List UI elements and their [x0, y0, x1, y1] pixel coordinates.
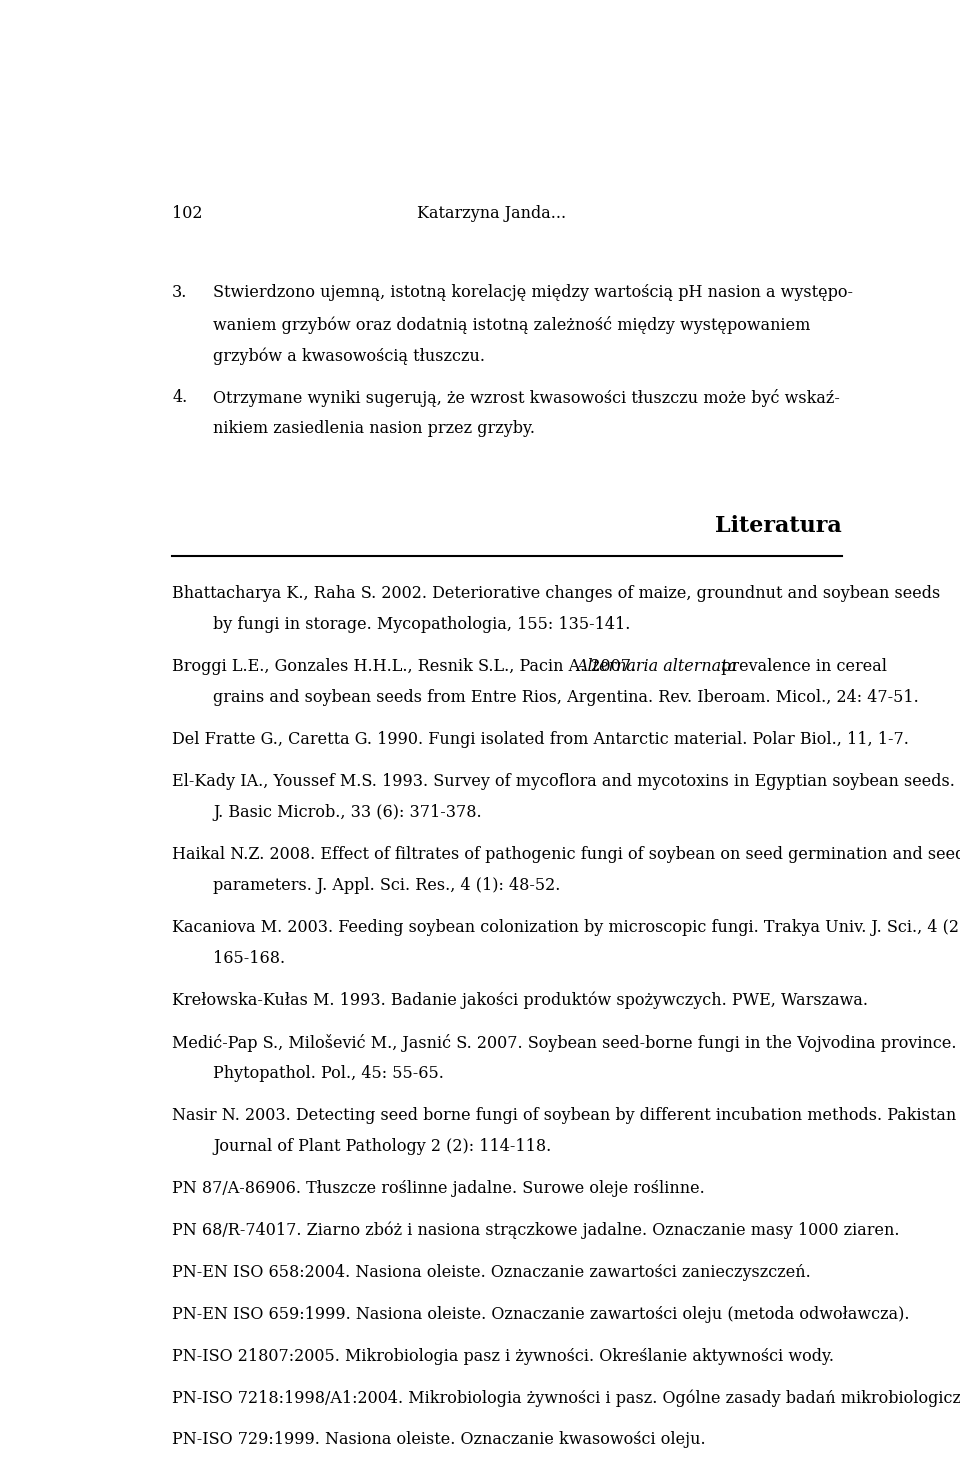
- Text: Bhattacharya K., Raha S. 2002. Deteriorative changes of maize, groundnut and soy: Bhattacharya K., Raha S. 2002. Deteriora…: [172, 585, 941, 603]
- Text: 165-168.: 165-168.: [213, 950, 285, 967]
- Text: waniem grzybów oraz dodatnią istotną zależność między występowaniem: waniem grzybów oraz dodatnią istotną zal…: [213, 316, 810, 334]
- Text: Krełowska-Kułas M. 1993. Badanie jakości produktów spożywczych. PWE, Warszawa.: Krełowska-Kułas M. 1993. Badanie jakości…: [172, 992, 868, 1010]
- Text: Broggi L.E., Gonzales H.H.L., Resnik S.L., Pacin A. 2007.: Broggi L.E., Gonzales H.H.L., Resnik S.L…: [172, 659, 641, 675]
- Text: Stwierdzono ujemną, istotną korelację między wartością pH nasion a występo-: Stwierdzono ujemną, istotną korelację mi…: [213, 284, 853, 301]
- Text: Katarzyna Janda...: Katarzyna Janda...: [418, 204, 566, 222]
- Text: PN-ISO 729:1999. Nasiona oleiste. Oznaczanie kwasowości oleju.: PN-ISO 729:1999. Nasiona oleiste. Oznacz…: [172, 1432, 706, 1448]
- Text: El-Kady IA., Youssef M.S. 1993. Survey of mycoflora and mycotoxins in Egyptian s: El-Kady IA., Youssef M.S. 1993. Survey o…: [172, 773, 955, 789]
- Text: 3.: 3.: [172, 284, 187, 301]
- Text: Phytopathol. Pol., 45: 55-65.: Phytopathol. Pol., 45: 55-65.: [213, 1064, 444, 1082]
- Text: parameters. J. Appl. Sci. Res., 4 (1): 48-52.: parameters. J. Appl. Sci. Res., 4 (1): 4…: [213, 878, 561, 894]
- Text: PN 87/A-86906. Tłuszcze roślinne jadalne. Surowe oleje roślinne.: PN 87/A-86906. Tłuszcze roślinne jadalne…: [172, 1180, 705, 1197]
- Text: PN-EN ISO 658:2004. Nasiona oleiste. Oznaczanie zawartości zanieczyszczeń.: PN-EN ISO 658:2004. Nasiona oleiste. Ozn…: [172, 1264, 811, 1280]
- Text: 102: 102: [172, 204, 203, 222]
- Text: Journal of Plant Pathology 2 (2): 114-118.: Journal of Plant Pathology 2 (2): 114-11…: [213, 1138, 551, 1155]
- Text: Otrzymane wyniki sugerują, że wzrost kwasowości tłuszczu może być wskaź-: Otrzymane wyniki sugerują, że wzrost kwa…: [213, 388, 840, 407]
- Text: 4.: 4.: [172, 388, 187, 406]
- Text: by fungi in storage. Mycopathologia, 155: 135-141.: by fungi in storage. Mycopathologia, 155…: [213, 616, 631, 634]
- Text: Alternaria alternata: Alternaria alternata: [577, 659, 737, 675]
- Text: PN-EN ISO 659:1999. Nasiona oleiste. Oznaczanie zawartości oleju (metoda odwoław: PN-EN ISO 659:1999. Nasiona oleiste. Ozn…: [172, 1305, 909, 1323]
- Text: Nasir N. 2003. Detecting seed borne fungi of soybean by different incubation met: Nasir N. 2003. Detecting seed borne fung…: [172, 1107, 956, 1123]
- Text: prevalence in cereal: prevalence in cereal: [716, 659, 887, 675]
- Text: grzybów a kwasowością tłuszczu.: grzybów a kwasowością tłuszczu.: [213, 347, 485, 365]
- Text: Literatura: Literatura: [715, 516, 842, 538]
- Text: Medić-Pap S., Milošević M., Jasnić S. 2007. Soybean seed-borne fungi in the Vojv: Medić-Pap S., Milošević M., Jasnić S. 20…: [172, 1033, 956, 1053]
- Text: PN-ISO 21807:2005. Mikrobiologia pasz i żywności. Określanie aktywności wody.: PN-ISO 21807:2005. Mikrobiologia pasz i …: [172, 1348, 834, 1364]
- Text: Haikal N.Z. 2008. Effect of filtrates of pathogenic fungi of soybean on seed ger: Haikal N.Z. 2008. Effect of filtrates of…: [172, 845, 960, 863]
- Text: grains and soybean seeds from Entre Rios, Argentina. Rev. Iberoam. Micol., 24: 4: grains and soybean seeds from Entre Rios…: [213, 689, 919, 706]
- Text: nikiem zasiedlenia nasion przez grzyby.: nikiem zasiedlenia nasion przez grzyby.: [213, 420, 535, 437]
- Text: PN-ISO 7218:1998/A1:2004. Mikrobiologia żywności i pasz. Ogólne zasady badań mik: PN-ISO 7218:1998/A1:2004. Mikrobiologia …: [172, 1389, 960, 1407]
- Text: PN 68/R-74017. Ziarno zbóż i nasiona strączkowe jadalne. Oznaczanie masy 1000 zi: PN 68/R-74017. Ziarno zbóż i nasiona str…: [172, 1222, 900, 1239]
- Text: Kacaniova M. 2003. Feeding soybean colonization by microscopic fungi. Trakya Uni: Kacaniova M. 2003. Feeding soybean colon…: [172, 919, 960, 936]
- Text: Del Fratte G., Caretta G. 1990. Fungi isolated from Antarctic material. Polar Bi: Del Fratte G., Caretta G. 1990. Fungi is…: [172, 731, 909, 748]
- Text: J. Basic Microb., 33 (6): 371-378.: J. Basic Microb., 33 (6): 371-378.: [213, 804, 482, 820]
